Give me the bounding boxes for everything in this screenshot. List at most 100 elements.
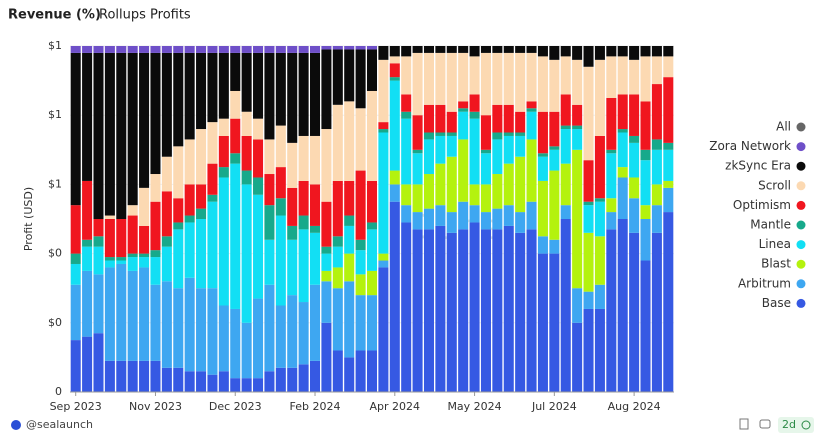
bar-segment bbox=[218, 118, 229, 136]
bar-segment bbox=[651, 46, 662, 57]
legend-swatch bbox=[796, 240, 806, 250]
bar-segment bbox=[480, 153, 491, 185]
bar-segment bbox=[173, 222, 184, 230]
bar-segment bbox=[264, 371, 275, 392]
bar-segment bbox=[184, 46, 195, 53]
legend-label[interactable]: Blast bbox=[761, 257, 791, 271]
bar-segment bbox=[492, 132, 503, 140]
bar-segment bbox=[480, 115, 491, 150]
bar-segment bbox=[526, 139, 537, 202]
bar-segment bbox=[332, 236, 343, 247]
y-tick-label: 0 bbox=[55, 385, 62, 398]
bar-segment bbox=[469, 94, 480, 112]
bar-segment bbox=[93, 219, 104, 237]
author-handle[interactable]: @sealaunch bbox=[26, 418, 93, 431]
bar-segment bbox=[378, 132, 389, 254]
bar-segment bbox=[93, 46, 104, 53]
bar-segment bbox=[526, 108, 537, 112]
bar-segment bbox=[241, 46, 252, 53]
legend-label[interactable]: All bbox=[776, 120, 791, 134]
bar-segment bbox=[310, 52, 321, 136]
bar-segment bbox=[332, 46, 343, 50]
bar-segment bbox=[184, 215, 195, 223]
legend-label[interactable]: Linea bbox=[759, 237, 791, 251]
legend-label[interactable]: Zora Network bbox=[709, 139, 791, 153]
legend-label[interactable]: Scroll bbox=[758, 178, 791, 192]
bar-segment bbox=[161, 236, 172, 247]
bar-segment bbox=[241, 170, 252, 185]
bar-segment bbox=[298, 229, 309, 303]
bar-segment bbox=[218, 177, 229, 306]
bar-segment bbox=[549, 170, 560, 240]
bar-segment bbox=[332, 267, 343, 289]
bar-segment bbox=[253, 298, 264, 379]
bar-segment bbox=[629, 232, 640, 392]
bar-segment bbox=[287, 295, 298, 368]
bar-segment bbox=[492, 139, 503, 175]
bar-segment bbox=[423, 208, 434, 230]
legend-label[interactable]: Arbitrum bbox=[738, 276, 791, 290]
bar-segment bbox=[560, 56, 571, 95]
bar-segment bbox=[480, 52, 491, 116]
bar-segment bbox=[139, 46, 150, 53]
legend-swatch bbox=[796, 142, 806, 152]
bar-segment bbox=[515, 52, 526, 112]
bar-segment bbox=[537, 156, 548, 181]
bar-segment bbox=[640, 219, 651, 261]
legend-swatch bbox=[796, 298, 806, 308]
bar-segment bbox=[480, 229, 491, 392]
bar-segment bbox=[321, 322, 332, 392]
tab-title[interactable]: Revenue (%) bbox=[8, 8, 101, 23]
bar-segment bbox=[253, 194, 264, 299]
bar-segment bbox=[423, 104, 434, 133]
bar-segment bbox=[116, 219, 127, 258]
bar-segment bbox=[298, 364, 309, 392]
bar-segment bbox=[161, 281, 172, 368]
bar-segment bbox=[366, 222, 378, 230]
bar-segment bbox=[366, 229, 378, 271]
camera-icon[interactable] bbox=[759, 419, 771, 429]
legend-label[interactable]: zkSync Era bbox=[725, 159, 791, 173]
bar-segment bbox=[537, 253, 548, 392]
bar-segment bbox=[594, 201, 605, 237]
bar-segment bbox=[366, 350, 378, 392]
bar-segment bbox=[435, 205, 446, 226]
bar-segment bbox=[560, 163, 571, 206]
bar-segment bbox=[310, 360, 321, 392]
bar-segment bbox=[253, 46, 264, 53]
bar-segment bbox=[127, 52, 138, 206]
bar-segment bbox=[104, 46, 115, 53]
tool-icon[interactable] bbox=[739, 418, 749, 430]
bar-segment bbox=[492, 174, 503, 209]
bar-segment bbox=[435, 225, 446, 392]
bar-segment bbox=[150, 174, 161, 202]
legend-swatch bbox=[796, 200, 806, 210]
bar-segment bbox=[150, 360, 161, 392]
bar-segment bbox=[207, 374, 218, 392]
bar-segment bbox=[139, 253, 150, 258]
bar-segment bbox=[629, 198, 640, 233]
bar-segment bbox=[332, 350, 343, 392]
bar-segment bbox=[139, 52, 150, 188]
bar-segment bbox=[275, 52, 286, 126]
legend-label[interactable]: Base bbox=[762, 296, 791, 310]
legend-label[interactable]: Mantle bbox=[750, 218, 791, 232]
bar-segment bbox=[253, 52, 264, 119]
bar-segment bbox=[264, 46, 275, 53]
bar-segment bbox=[537, 180, 548, 237]
legend-label[interactable]: Optimism bbox=[733, 198, 791, 212]
x-tick-label: Apr 2024 bbox=[370, 400, 421, 413]
bar-segment bbox=[572, 149, 583, 289]
bar-segment bbox=[207, 163, 218, 195]
bar-segment bbox=[617, 219, 628, 392]
bar-segment bbox=[389, 201, 400, 392]
bar-segment bbox=[446, 46, 457, 53]
bar-segment bbox=[321, 270, 332, 282]
bar-segment bbox=[173, 46, 184, 53]
bar-segment bbox=[412, 153, 423, 185]
bar-segment bbox=[606, 97, 617, 150]
bar-segment bbox=[93, 52, 104, 219]
y-axis-label: Profit (USD) bbox=[22, 187, 35, 251]
bar-segment bbox=[515, 232, 526, 392]
